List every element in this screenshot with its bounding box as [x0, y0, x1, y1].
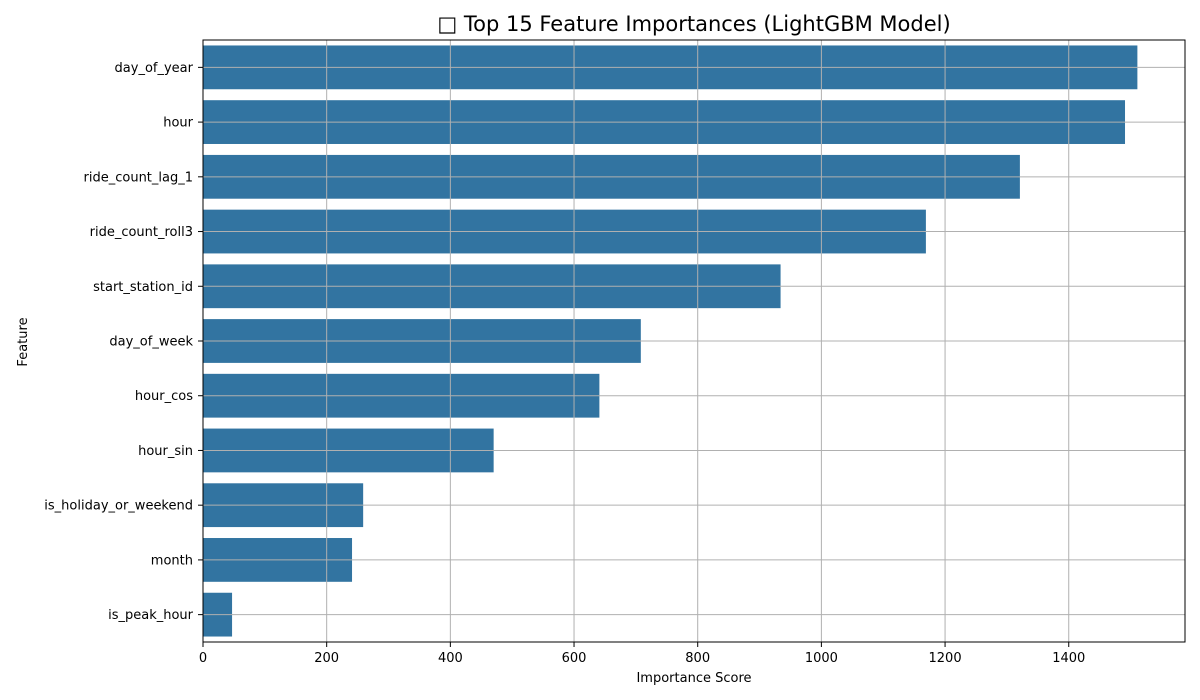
x-tick-label: 400 — [438, 651, 463, 666]
y-tick-label: ride_count_lag_1 — [84, 170, 193, 185]
x-tick-label: 1200 — [929, 651, 962, 666]
y-tick-label: is_holiday_or_weekend — [44, 499, 193, 514]
y-tick-label: is_peak_hour — [108, 608, 194, 623]
x-tick-label: 0 — [199, 651, 207, 666]
y-tick-label: ride_count_roll3 — [90, 225, 193, 240]
x-tick-label: 800 — [685, 651, 710, 666]
y-tick-label: start_station_id — [93, 280, 193, 295]
x-tick-label: 1400 — [1052, 651, 1085, 666]
y-axis-label: Feature — [16, 317, 31, 366]
x-axis-label: Importance Score — [636, 671, 751, 686]
y-tick-label: day_of_week — [109, 335, 193, 350]
x-tick-label: 600 — [562, 651, 587, 666]
y-tick-label: day_of_year — [115, 61, 194, 76]
x-tick-label: 1000 — [805, 651, 838, 666]
chart-title: □ Top 15 Feature Importances (LightGBM M… — [437, 12, 950, 36]
x-tick-label: 200 — [314, 651, 339, 666]
x-axis-ticks: 0 200 400 600 800 1000 1200 1400 — [199, 642, 1085, 666]
y-tick-label: hour — [163, 116, 193, 131]
y-tick-label: month — [151, 553, 193, 568]
y-tick-label: hour_sin — [138, 444, 193, 459]
grid-lines — [202, 40, 1185, 642]
y-tick-label: hour_cos — [135, 389, 193, 404]
